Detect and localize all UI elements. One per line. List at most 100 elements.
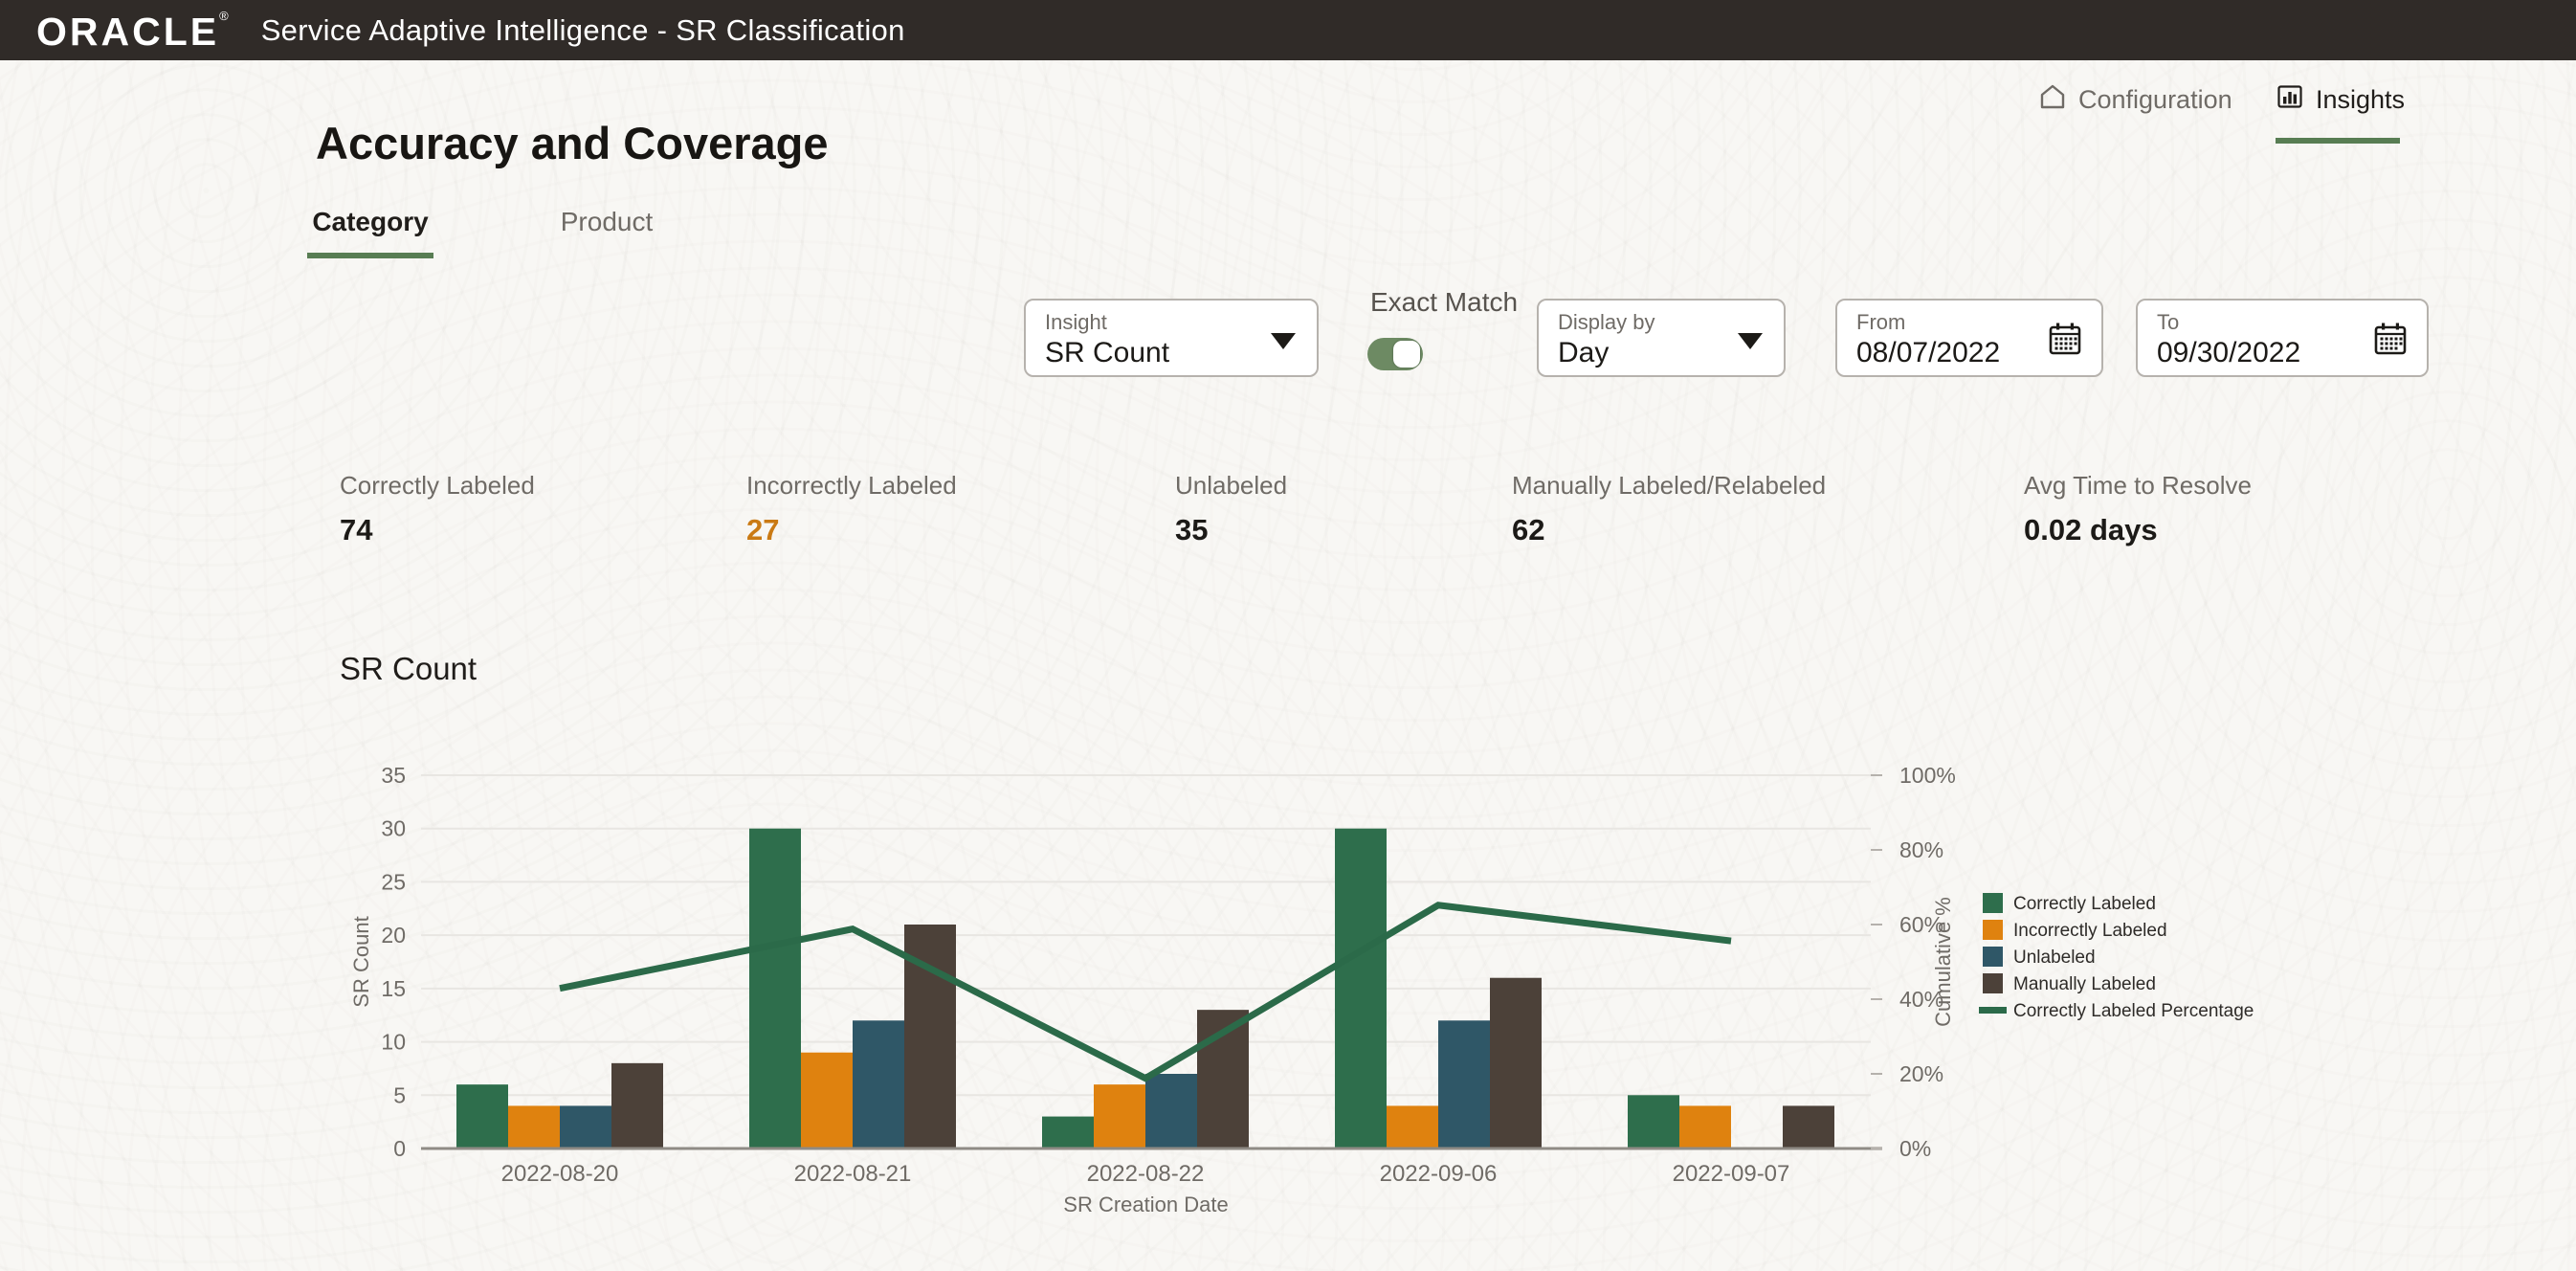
svg-text:80%: 80% <box>1899 837 1943 862</box>
x-tick-2022-08-20: 2022-08-20 <box>501 1161 619 1187</box>
bar-unlabeled-2022-08-20[interactable] <box>560 1105 611 1148</box>
svg-text:25: 25 <box>381 869 406 894</box>
metric-label: Incorrectly Labeled <box>746 471 957 500</box>
calendar-icon[interactable] <box>2371 320 2409 363</box>
line-correctly-labeled-percentage <box>559 902 1732 1082</box>
svg-text:10: 10 <box>381 1030 406 1055</box>
chevron-down-icon <box>1738 333 1763 349</box>
to-date-label: To <box>2157 310 2180 334</box>
svg-text:0%: 0% <box>1899 1136 1931 1161</box>
display-by-dropdown[interactable]: Display by Day <box>1537 299 1786 377</box>
category-active-underline <box>307 253 433 258</box>
metric-value: 35 <box>1175 513 1209 546</box>
exact-match-label: Exact Match <box>1370 287 1519 317</box>
legend-item-incorrectly-labeled[interactable]: Incorrectly Labeled <box>1983 920 2167 941</box>
display-by-label: Display by <box>1558 310 1655 334</box>
bar-incorrectly-labeled-2022-08-20[interactable] <box>508 1105 560 1148</box>
tab-category[interactable]: Category <box>312 207 429 236</box>
metric-manually-labeled: Manually Labeled/Relabeled 62 <box>1512 471 1826 547</box>
oracle-logo: ORACLE® <box>36 8 229 54</box>
metric-value: 27 <box>746 513 780 546</box>
bar-correctly-labeled-2022-08-22[interactable] <box>1042 1116 1094 1148</box>
sr-count-chart-svg: 0 5 10 15 20 25 30 35 0% 20% 40% 60% 80% 100% 2022-08-… <box>349 763 2254 1216</box>
insight-dropdown-label: Insight <box>1045 310 1107 334</box>
bar-manually-labeled-2022-08-20[interactable] <box>611 1062 663 1148</box>
page-title: Accuracy and Coverage <box>316 118 829 168</box>
bar-correctly-labeled-2022-09-07[interactable] <box>1628 1095 1679 1148</box>
metric-avg-time-to-resolve: Avg Time to Resolve 0.02 days <box>2024 471 2252 547</box>
home-icon <box>2038 82 2067 118</box>
legend-item-manually-labeled[interactable]: Manually Labeled <box>1983 973 2156 994</box>
from-date-label: From <box>1856 310 1906 334</box>
svg-text:20%: 20% <box>1899 1061 1943 1086</box>
insight-dropdown[interactable]: Insight SR Count <box>1024 299 1319 377</box>
y-axis-title-left: SR Count <box>349 916 373 1007</box>
svg-text:30: 30 <box>381 816 406 841</box>
x-tick-2022-09-06: 2022-09-06 <box>1380 1161 1498 1187</box>
bar-unlabeled-2022-08-22[interactable] <box>1145 1074 1197 1148</box>
legend-label: Correctly Labeled Percentage <box>2013 1001 2254 1021</box>
display-by-value: Day <box>1558 337 1610 368</box>
metric-label: Avg Time to Resolve <box>2024 471 2252 500</box>
app-header: ORACLE® Service Adaptive Intelligence - … <box>0 0 2576 60</box>
metric-label: Manually Labeled/Relabeled <box>1512 471 1827 500</box>
svg-text:5: 5 <box>393 1082 406 1107</box>
top-navigation: Configuration Insights <box>0 80 2576 147</box>
svg-text:20: 20 <box>381 923 406 948</box>
nav-insights[interactable]: Insights <box>2276 82 2405 118</box>
chart-title: SR Count <box>340 651 477 686</box>
from-date-value: 08/07/2022 <box>1856 337 2001 368</box>
bar-correctly-labeled-2022-08-21[interactable] <box>749 828 801 1148</box>
bar-incorrectly-labeled-2022-09-07[interactable] <box>1679 1105 1731 1148</box>
toggle-knob <box>1393 341 1420 368</box>
bar-unlabeled-2022-09-06[interactable] <box>1438 1020 1490 1148</box>
bar-incorrectly-labeled-2022-09-06[interactable] <box>1387 1105 1438 1148</box>
svg-text:60%: 60% <box>1899 912 1943 937</box>
bar-chart-icon <box>2276 82 2304 118</box>
bar-incorrectly-labeled-2022-08-22[interactable] <box>1094 1084 1145 1148</box>
svg-text:15: 15 <box>381 976 406 1001</box>
metric-value: 62 <box>1512 513 1545 546</box>
svg-text:100%: 100% <box>1899 763 1956 788</box>
legend-label: Unlabeled <box>2013 948 2096 968</box>
legend-item-correctly-labeled[interactable]: Correctly Labeled <box>1983 893 2156 914</box>
bar-correctly-labeled-2022-09-06[interactable] <box>1335 828 1387 1148</box>
chart-legend: Correctly Labeled Incorrectly Labeled Unla… <box>1979 893 2254 1021</box>
legend-swatch <box>1983 893 2003 913</box>
bar-manually-labeled-2022-09-07[interactable] <box>1783 1105 1834 1148</box>
legend-label: Manually Labeled <box>2013 974 2156 994</box>
svg-text:35: 35 <box>381 763 406 788</box>
svg-text:40%: 40% <box>1899 987 1943 1012</box>
x-axis-title: SR Creation Date <box>1063 1193 1228 1216</box>
metric-incorrectly-labeled: Incorrectly Labeled 27 <box>746 471 957 547</box>
to-date-field[interactable]: To 09/30/2022 <box>2136 299 2429 377</box>
bar-correctly-labeled-2022-08-20[interactable] <box>456 1084 508 1148</box>
bar-unlabeled-2022-08-21[interactable] <box>853 1020 904 1148</box>
legend-item-correctly-labeled-percentage[interactable]: Correctly Labeled Percentage <box>1979 1001 2254 1021</box>
insight-dropdown-value: SR Count <box>1045 337 1170 368</box>
app-title: Service Adaptive Intelligence - SR Class… <box>260 12 905 47</box>
calendar-icon[interactable] <box>2046 320 2084 363</box>
legend-line-swatch <box>1979 1007 2007 1014</box>
tab-product[interactable]: Product <box>560 207 654 236</box>
sr-count-chart: 0 5 10 15 20 25 30 35 0% 20% 40% 60% 80% 100% 2022-08-… <box>316 727 2354 1249</box>
chevron-down-icon <box>1271 333 1296 349</box>
to-date-value: 09/30/2022 <box>2157 337 2301 368</box>
metric-label: Correctly Labeled <box>340 471 535 500</box>
nav-configuration[interactable]: Configuration <box>2038 82 2232 118</box>
bar-incorrectly-labeled-2022-08-21[interactable] <box>801 1052 853 1148</box>
legend-swatch <box>1983 973 2003 993</box>
from-date-field[interactable]: From 08/07/2022 <box>1835 299 2103 377</box>
x-tick-2022-08-22: 2022-08-22 <box>1087 1161 1205 1187</box>
metric-correctly-labeled: Correctly Labeled 74 <box>340 471 535 547</box>
legend-item-unlabeled[interactable]: Unlabeled <box>1983 947 2096 968</box>
x-tick-2022-09-07: 2022-09-07 <box>1673 1161 1790 1187</box>
x-tick-2022-08-21: 2022-08-21 <box>794 1161 912 1187</box>
metric-label: Unlabeled <box>1175 471 1288 500</box>
bar-manually-labeled-2022-09-06[interactable] <box>1490 977 1542 1148</box>
exact-match-toggle[interactable] <box>1367 338 1423 370</box>
metric-value: 74 <box>340 513 373 546</box>
legend-swatch <box>1983 947 2003 967</box>
insights-active-underline <box>2276 138 2400 144</box>
